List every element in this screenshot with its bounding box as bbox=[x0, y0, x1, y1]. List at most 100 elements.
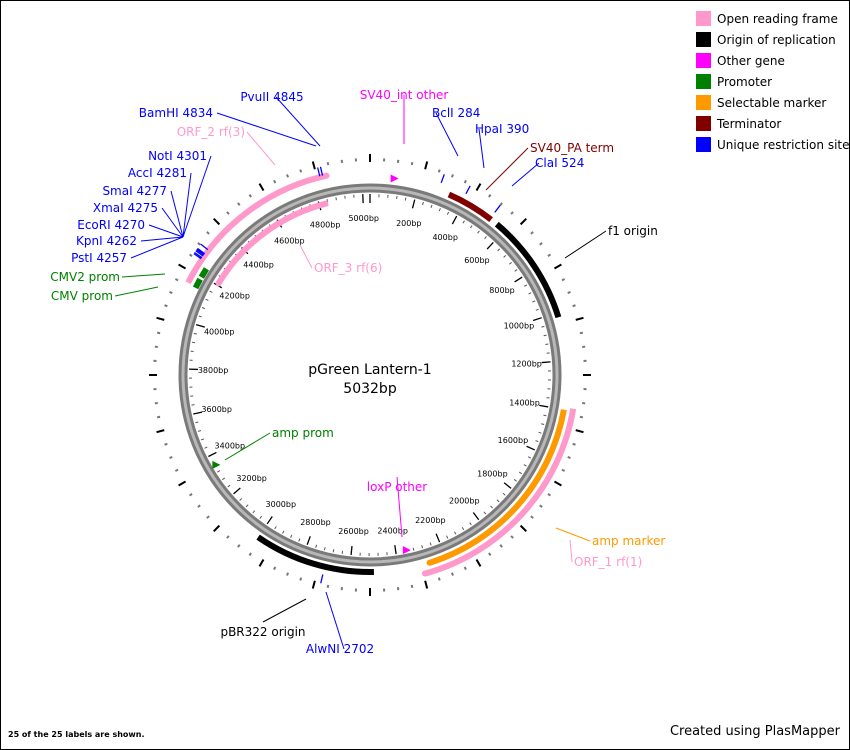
ruler-label: 3600bp bbox=[201, 405, 232, 414]
ruler-tick bbox=[404, 197, 407, 201]
feature-label: CMV prom bbox=[51, 289, 113, 303]
legend-swatch bbox=[696, 32, 711, 47]
restriction-site-tick bbox=[494, 204, 501, 213]
cmv-prom-arrow bbox=[192, 277, 203, 290]
ruler-tick bbox=[205, 298, 209, 301]
outer-tick bbox=[164, 442, 168, 446]
feature-arrow bbox=[426, 559, 433, 566]
restriction-site-tick bbox=[195, 250, 204, 257]
restriction-site-label: PstI 4257 bbox=[71, 251, 127, 265]
site-leader bbox=[170, 190, 184, 238]
outer-tick bbox=[463, 566, 467, 571]
outer-tick-ring bbox=[149, 154, 591, 596]
ruler-tick bbox=[518, 471, 522, 475]
ruler-tick bbox=[222, 477, 226, 481]
legend-label: Terminator bbox=[717, 116, 782, 131]
outer-tick bbox=[572, 304, 576, 308]
outer-tick bbox=[567, 455, 571, 459]
outer-tick bbox=[206, 231, 210, 235]
feature-label: CMV2 prom bbox=[50, 270, 120, 284]
ruler-tick bbox=[430, 204, 433, 208]
outer-tick bbox=[410, 161, 414, 166]
ruler-tick bbox=[490, 505, 493, 509]
ruler-tick bbox=[412, 547, 415, 551]
outer-tick bbox=[579, 331, 584, 335]
site-leader bbox=[435, 112, 459, 157]
restriction-site-label: BclI 284 bbox=[432, 106, 480, 120]
cmv-prom-arrow bbox=[198, 267, 209, 279]
ruler-tick bbox=[514, 269, 518, 272]
restriction-site-tick bbox=[196, 249, 205, 256]
restriction-site-label: NotI 4301 bbox=[148, 149, 207, 163]
outer-tick bbox=[299, 577, 303, 581]
restriction-site-tick bbox=[440, 174, 445, 183]
restriction-site-tick bbox=[200, 243, 209, 251]
ruler-tick bbox=[315, 544, 318, 548]
credit-text: Created using PlasMapper bbox=[669, 724, 840, 739]
outer-tick bbox=[499, 544, 503, 548]
ruler-tick bbox=[509, 261, 512, 265]
outer-tick bbox=[248, 552, 252, 556]
feature-label: amp prom bbox=[272, 426, 334, 440]
feature-leader bbox=[555, 527, 591, 542]
outer-tick bbox=[156, 429, 165, 434]
outer-tick bbox=[539, 504, 543, 508]
outer-tick bbox=[547, 253, 551, 257]
ruler-tick bbox=[513, 479, 517, 482]
outer-tick bbox=[226, 211, 230, 215]
ruler-tick bbox=[527, 456, 532, 459]
ruler-tick bbox=[532, 317, 542, 322]
ruler-tick bbox=[197, 430, 202, 432]
legend-label: Other gene bbox=[717, 53, 785, 68]
ruler-tick bbox=[191, 341, 196, 344]
ruler-tick bbox=[497, 248, 501, 252]
site-leader bbox=[478, 128, 485, 169]
outer-tick bbox=[248, 194, 252, 198]
ruler-tick bbox=[233, 487, 241, 495]
restriction-site-tick bbox=[319, 166, 324, 176]
feature-leader bbox=[485, 147, 529, 191]
ruler-tick bbox=[486, 242, 494, 250]
ruler-label: 3200bp bbox=[236, 474, 267, 483]
ruler-tick bbox=[198, 315, 202, 318]
feature-leader bbox=[246, 131, 276, 166]
label-leader-lines bbox=[114, 95, 607, 650]
outer-tick bbox=[463, 179, 467, 184]
outer-tick bbox=[197, 242, 201, 246]
outer-tick bbox=[169, 291, 173, 295]
legend-swatch bbox=[696, 116, 711, 131]
outer-tick bbox=[475, 183, 482, 192]
feature-label: f1 origin bbox=[608, 224, 658, 238]
backbone-ring bbox=[178, 183, 562, 567]
feature-leader bbox=[114, 286, 159, 297]
ruler-tick bbox=[245, 504, 249, 508]
ruler-label: 1800bp bbox=[477, 469, 508, 478]
outer-tick bbox=[226, 535, 230, 539]
outer-tick bbox=[174, 278, 179, 282]
outer-tick bbox=[579, 415, 584, 419]
site-leader bbox=[182, 155, 212, 238]
loxp-marker bbox=[402, 546, 411, 555]
site-leader bbox=[161, 207, 184, 238]
outer-tick bbox=[178, 480, 187, 487]
ruler-label: 800bp bbox=[489, 286, 514, 295]
ruler-tick bbox=[541, 361, 551, 364]
feature-label: ORF_3 rf(6) bbox=[314, 261, 382, 275]
ruler-label: 2400bp bbox=[377, 526, 408, 535]
legend-label: Open reading frame bbox=[717, 11, 838, 26]
legend-swatch bbox=[696, 137, 711, 152]
outer-tick bbox=[299, 169, 303, 173]
legend-item-orf: Open reading frame bbox=[696, 8, 850, 29]
ruler-tick bbox=[193, 332, 197, 335]
ruler-tick bbox=[454, 531, 457, 535]
outer-tick bbox=[547, 493, 551, 497]
legend-item-terminator: Terminator bbox=[696, 113, 850, 134]
ruler-tick bbox=[217, 470, 221, 473]
feature-leader bbox=[224, 432, 271, 461]
ruler-tick bbox=[541, 423, 545, 426]
ruler-tick bbox=[543, 334, 547, 337]
restriction-site-tick bbox=[320, 574, 324, 584]
site-leader bbox=[182, 172, 192, 238]
outer-tick bbox=[286, 174, 290, 178]
amp-prom-marker bbox=[212, 460, 221, 469]
